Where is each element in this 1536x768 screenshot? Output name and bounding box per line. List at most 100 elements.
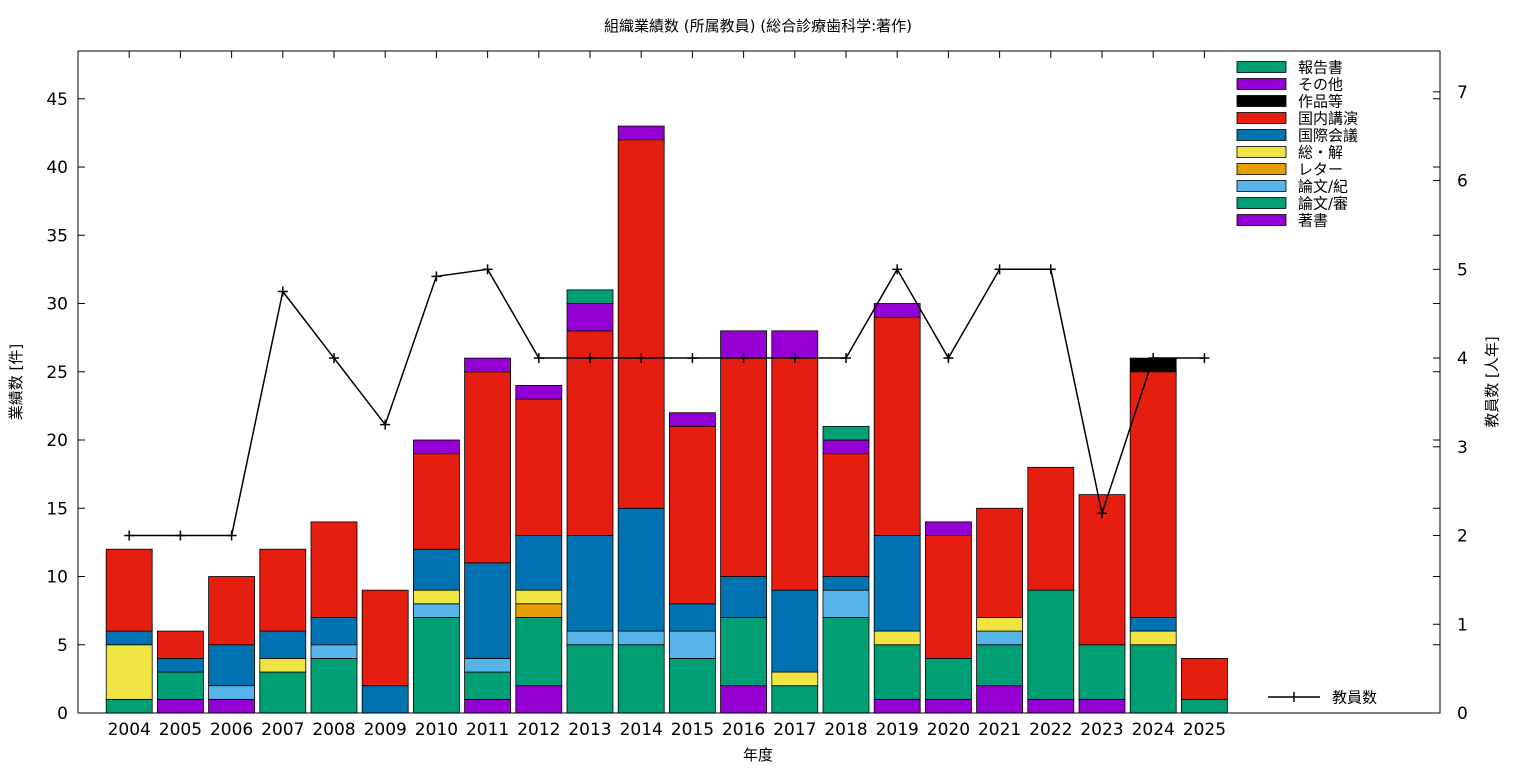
bar-segment bbox=[515, 398, 563, 536]
bar-segment bbox=[617, 125, 665, 141]
bar-segment bbox=[259, 671, 307, 714]
y-tick-label: 45 bbox=[46, 90, 68, 110]
bar-segment bbox=[1078, 644, 1126, 700]
bar-segment bbox=[208, 576, 256, 646]
bar-segment bbox=[822, 453, 870, 577]
bar-stacks bbox=[105, 125, 1228, 714]
bar-segment bbox=[873, 303, 921, 318]
line-point bbox=[277, 286, 288, 297]
chart-title: 組織業績数 (所属教員) (総合診療歯科学:著作) bbox=[604, 17, 912, 35]
bar-segment bbox=[310, 617, 358, 646]
y2-tick-label: 0 bbox=[1457, 704, 1468, 724]
bar-segment bbox=[1181, 658, 1228, 700]
bar-segment bbox=[156, 671, 204, 700]
bar-segment bbox=[1078, 494, 1126, 646]
bar-segment bbox=[1129, 617, 1177, 632]
bar-segment bbox=[515, 385, 563, 400]
bar-segment bbox=[976, 644, 1023, 687]
legend-label: 論文/審 bbox=[1298, 195, 1348, 213]
y-tick-label: 10 bbox=[46, 568, 68, 588]
legend-swatch bbox=[1236, 214, 1287, 226]
bar-segment bbox=[1078, 698, 1126, 714]
bar-segment bbox=[669, 412, 716, 427]
bar-segment bbox=[208, 698, 256, 714]
bar-segment bbox=[259, 658, 307, 673]
bar-segment bbox=[925, 521, 972, 536]
legend-swatch bbox=[1236, 129, 1287, 141]
bar-segment bbox=[720, 357, 767, 577]
bar-segment bbox=[566, 644, 614, 714]
x-tick-label: 2012 bbox=[517, 720, 560, 740]
bar-segment bbox=[566, 630, 614, 646]
line-point bbox=[943, 353, 954, 364]
bar-segment bbox=[412, 548, 460, 591]
legend-swatch bbox=[1236, 112, 1287, 124]
bar-segment bbox=[464, 658, 512, 673]
bar-segment bbox=[412, 589, 460, 605]
bar-segment bbox=[1027, 698, 1075, 714]
bar-segment bbox=[1027, 466, 1075, 591]
x-tick-label: 2015 bbox=[671, 720, 714, 740]
line-point bbox=[687, 353, 698, 364]
x-tick-label: 2006 bbox=[210, 720, 253, 740]
legend-swatch bbox=[1236, 95, 1287, 107]
y-tick-label: 40 bbox=[46, 158, 68, 178]
bar-segment bbox=[464, 562, 512, 659]
bar-segment bbox=[822, 589, 870, 618]
bar-segment bbox=[259, 548, 307, 632]
y2-axis-label: 教員数 [人年] bbox=[1483, 336, 1501, 427]
bar-segment bbox=[873, 316, 921, 536]
bar-segment bbox=[617, 139, 665, 509]
bar-segment bbox=[208, 644, 256, 687]
bar-segment bbox=[669, 603, 716, 632]
bar-segment bbox=[412, 439, 460, 455]
x-tick-label: 2025 bbox=[1183, 720, 1226, 740]
legend-swatch bbox=[1236, 163, 1287, 175]
x-tick-label: 2022 bbox=[1029, 720, 1072, 740]
bar-segment bbox=[412, 617, 460, 714]
y2-tick-label: 7 bbox=[1457, 83, 1468, 103]
bar-segment bbox=[771, 685, 819, 714]
bar-segment bbox=[259, 630, 307, 659]
y2-tick-label: 2 bbox=[1457, 527, 1468, 547]
legend-label: レター bbox=[1298, 161, 1343, 179]
line-point bbox=[124, 530, 135, 541]
x-tick-label: 2017 bbox=[773, 720, 816, 740]
bar-segment bbox=[617, 644, 665, 714]
bar-segment bbox=[1129, 630, 1177, 646]
y-tick-label: 30 bbox=[46, 295, 68, 315]
x-tick-label: 2005 bbox=[159, 720, 202, 740]
line-point bbox=[1045, 264, 1056, 275]
line-path bbox=[129, 267, 1205, 537]
line-point bbox=[841, 353, 851, 364]
bar-segment bbox=[720, 685, 767, 714]
legend-label: その他 bbox=[1298, 76, 1343, 94]
x-tick-label: 2020 bbox=[927, 720, 970, 740]
y-tick-label: 15 bbox=[46, 499, 68, 519]
legend-label: 国際会議 bbox=[1298, 127, 1358, 145]
bar-segment bbox=[464, 371, 512, 564]
bar-segment bbox=[156, 630, 204, 659]
y-tick-label: 25 bbox=[46, 363, 68, 383]
bar-segment bbox=[617, 630, 665, 646]
bar-segment bbox=[1181, 698, 1228, 714]
line-point bbox=[175, 530, 186, 541]
bar-segment bbox=[873, 698, 921, 714]
bar-segment bbox=[464, 671, 512, 700]
legend-swatch bbox=[1236, 197, 1287, 209]
bar-segment bbox=[771, 357, 819, 591]
y2-tick-label: 5 bbox=[1457, 260, 1468, 280]
x-tick-label: 2016 bbox=[722, 720, 765, 740]
bar-segment bbox=[976, 630, 1023, 646]
x-tick-label: 2007 bbox=[261, 720, 304, 740]
bar-segment bbox=[515, 603, 563, 618]
bar-segment bbox=[925, 535, 972, 659]
y-tick-label: 0 bbox=[57, 704, 68, 724]
x-tick-label: 2008 bbox=[312, 720, 355, 740]
bar-segment bbox=[566, 303, 614, 332]
bar-segment bbox=[771, 671, 819, 687]
bar-segment bbox=[925, 658, 972, 700]
